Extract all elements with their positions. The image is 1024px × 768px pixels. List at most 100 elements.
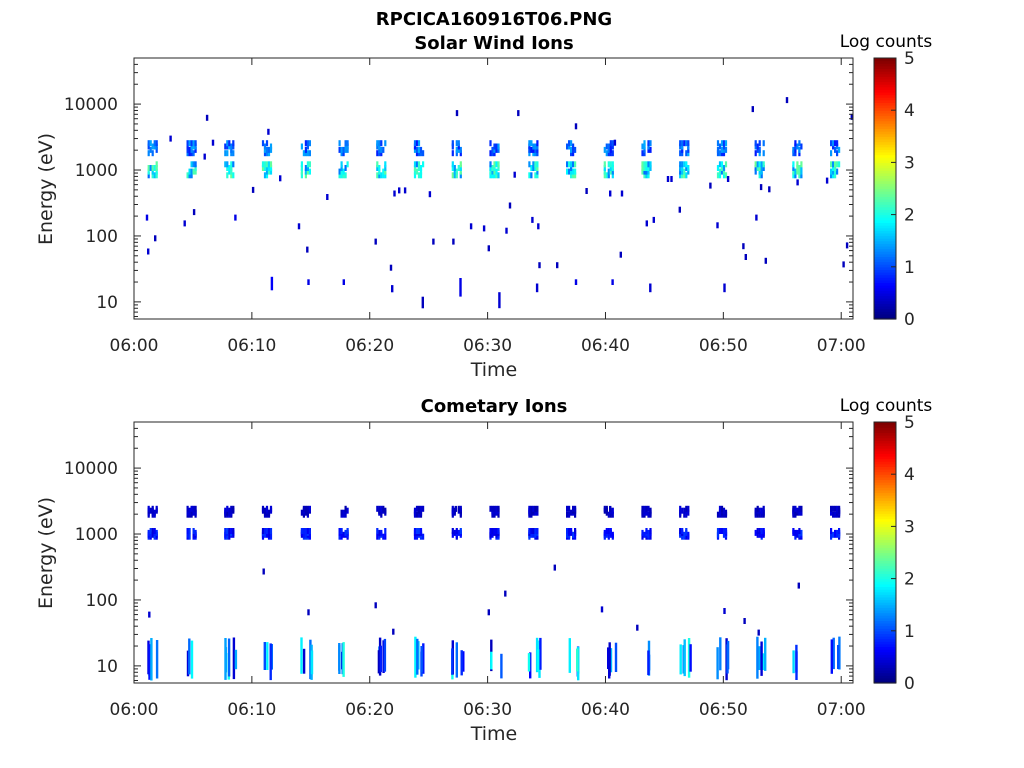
colorbar-segment xyxy=(874,282,896,286)
sweep-cell xyxy=(830,528,833,534)
sweep-cell xyxy=(194,509,197,516)
sweep-cell xyxy=(800,505,803,512)
colorbar-segment xyxy=(874,76,896,80)
sweep-cell xyxy=(643,531,646,538)
data-point xyxy=(452,238,455,245)
sweep-cell xyxy=(232,140,235,147)
sweep-cell xyxy=(794,533,797,540)
sweep-cell xyxy=(722,511,726,518)
sweep-cell xyxy=(230,528,233,534)
sweep-cell xyxy=(798,172,801,179)
sweep-cell xyxy=(798,140,801,147)
sweep-cell xyxy=(679,168,682,175)
cometary-heatmap xyxy=(147,505,841,681)
sweep-cell xyxy=(226,150,229,157)
solar-wind-colorbar: 0 1 2 3 4 5 xyxy=(873,49,915,330)
sweep-cell xyxy=(153,143,156,150)
sweep-cell xyxy=(570,150,573,157)
colorbar-segment xyxy=(874,669,896,674)
sweep-cell xyxy=(226,509,229,516)
sweep-cell xyxy=(796,143,799,150)
sweep-cell xyxy=(186,509,189,516)
colorbar-segment xyxy=(874,445,896,449)
sweep-cell xyxy=(685,161,688,168)
sweep-cell xyxy=(570,172,573,179)
data-point xyxy=(726,176,730,182)
sweep-cell xyxy=(685,140,688,147)
sweep-cell xyxy=(754,165,757,171)
sweep-cell xyxy=(224,507,227,514)
colorbar-segment xyxy=(874,185,896,190)
sweep-cell xyxy=(679,140,682,147)
sweep-cell xyxy=(716,140,720,147)
burst-column xyxy=(687,638,691,678)
sweep-cell xyxy=(530,509,533,516)
sweep-cell xyxy=(263,143,267,150)
colorbar-segment xyxy=(874,240,896,244)
y-tick-label: 100 xyxy=(86,227,118,247)
colorbar-segment xyxy=(874,599,896,603)
colorbar-segment xyxy=(874,253,896,257)
x-tick-label: 06:40 xyxy=(581,336,630,356)
sweep-cell xyxy=(300,509,303,516)
y-tick-label: 10000 xyxy=(64,95,118,115)
colorbar-segment xyxy=(874,617,896,621)
sweep-cell xyxy=(190,150,193,157)
colorbar-segment xyxy=(874,133,896,137)
sweep-cell xyxy=(683,168,686,175)
sweep-cell xyxy=(489,505,492,512)
cometary-x-axis: 06:00 06:10 06:20 06:30 06:40 06:50 07:00 xyxy=(110,422,866,720)
sweep-cell xyxy=(528,150,531,157)
sweep-cell xyxy=(607,146,610,153)
data-point xyxy=(504,590,507,597)
sweep-cell xyxy=(754,150,757,157)
colorbar-segment xyxy=(874,311,896,315)
sweep-cell xyxy=(720,140,724,147)
sweep-cell xyxy=(641,150,644,157)
sweep-cell xyxy=(459,165,462,171)
sweep-cell xyxy=(451,172,454,179)
sweep-cell xyxy=(528,505,531,512)
colorbar-segment xyxy=(874,120,896,124)
colorbar-segment xyxy=(874,518,896,522)
sweep-cell xyxy=(151,172,154,179)
sweep-cell xyxy=(263,531,267,538)
sweep-cell xyxy=(566,161,569,168)
colorbar-segment xyxy=(874,526,896,530)
colorbar-segment xyxy=(874,193,896,197)
burst-column xyxy=(576,648,579,672)
sweep-cell xyxy=(265,150,269,157)
sweep-cell xyxy=(378,172,381,179)
streak-mark xyxy=(307,279,310,285)
sweep-cell xyxy=(497,146,500,153)
sweep-cell xyxy=(574,168,577,175)
sweep-cell xyxy=(536,505,539,512)
sweep-cell xyxy=(611,143,614,150)
sweep-cell xyxy=(570,528,573,534)
sweep-cell xyxy=(306,528,309,534)
sweep-cell xyxy=(422,161,425,168)
sweep-cell xyxy=(149,507,152,514)
sweep-cell xyxy=(647,165,650,171)
sweep-cell xyxy=(226,533,229,540)
burst-column xyxy=(269,643,272,681)
burst-column xyxy=(422,643,425,674)
sweep-cell xyxy=(536,172,539,179)
sweep-cell xyxy=(267,161,271,168)
sweep-cell xyxy=(384,168,387,175)
sweep-cell xyxy=(493,172,496,179)
sweep-cell xyxy=(308,150,311,157)
data-point xyxy=(154,235,157,242)
data-point xyxy=(508,202,512,209)
solar-wind-y-axis: 10 100 1000 10000 xyxy=(64,57,853,318)
sweep-cell xyxy=(760,528,763,534)
colorbar-tick-label: 1 xyxy=(904,258,915,278)
colorbar-segment xyxy=(874,429,896,434)
sweep-cell xyxy=(304,146,307,153)
sweep-cell xyxy=(758,140,761,147)
sweep-cell xyxy=(267,165,271,171)
colorbar-segment xyxy=(874,99,896,103)
sweep-cell xyxy=(232,143,235,150)
burst-column xyxy=(224,647,228,673)
burst-column xyxy=(338,643,341,671)
